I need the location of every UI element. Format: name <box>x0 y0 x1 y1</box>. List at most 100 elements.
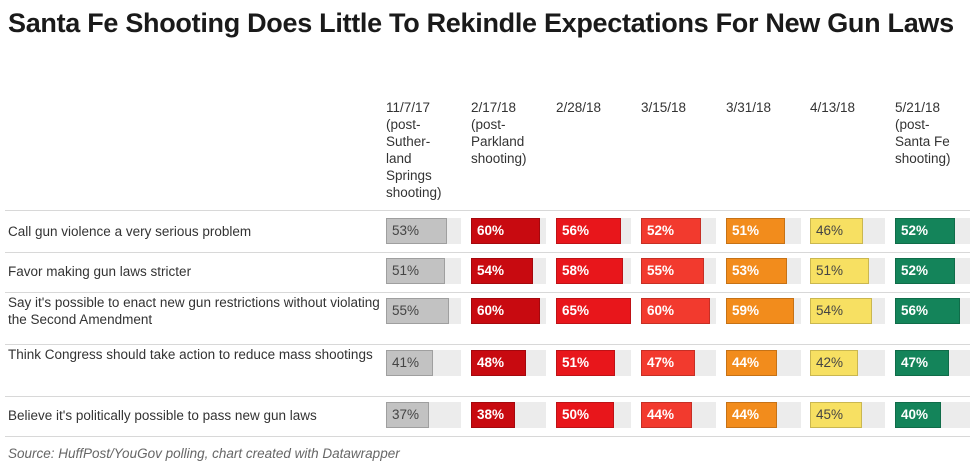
value-bar <box>726 218 785 244</box>
cell-track: 52% <box>895 258 970 284</box>
value-bar <box>810 402 862 428</box>
row-divider <box>5 344 970 345</box>
value-bar <box>471 350 526 376</box>
column-header: 2/17/18 (post- Parkland shooting) <box>471 100 527 166</box>
cell-track: 52% <box>895 218 970 244</box>
cell-track: 59% <box>726 298 801 324</box>
cell-track: 58% <box>556 258 631 284</box>
row-divider <box>5 396 970 397</box>
cell-track: 42% <box>810 350 885 376</box>
chart-title: Santa Fe Shooting Does Little To Rekindl… <box>8 8 954 38</box>
cell-track: 44% <box>726 350 801 376</box>
value-bar <box>895 350 949 376</box>
value-label: 60% <box>477 303 505 318</box>
cell-track: 47% <box>641 350 716 376</box>
cell-track: 51% <box>810 258 885 284</box>
value-bar <box>895 298 960 324</box>
value-label: 55% <box>647 263 675 278</box>
value-label: 54% <box>477 263 505 278</box>
value-label: 52% <box>901 263 929 278</box>
value-label: 41% <box>392 355 420 370</box>
cell-track: 41% <box>386 350 461 376</box>
value-label: 52% <box>647 223 675 238</box>
value-label: 50% <box>562 407 590 422</box>
value-label: 46% <box>816 223 844 238</box>
value-bar <box>386 298 449 324</box>
value-bar <box>895 218 955 244</box>
cell-track: 44% <box>641 402 716 428</box>
value-label: 44% <box>647 407 675 422</box>
cell-track: 51% <box>726 218 801 244</box>
cell-track: 52% <box>641 218 716 244</box>
cell-track: 48% <box>471 350 546 376</box>
value-bar <box>471 298 540 324</box>
value-bar <box>556 258 623 284</box>
value-bar <box>471 258 533 284</box>
cell-track: 40% <box>895 402 970 428</box>
cell-track: 60% <box>471 298 546 324</box>
value-label: 51% <box>816 263 844 278</box>
value-bar <box>386 402 429 428</box>
value-label: 51% <box>562 355 590 370</box>
cell-track: 60% <box>641 298 716 324</box>
column-header: 4/13/18 <box>810 100 856 115</box>
column-header: 3/15/18 <box>641 100 687 115</box>
value-label: 58% <box>562 263 590 278</box>
value-label: 59% <box>732 303 760 318</box>
value-bar <box>556 218 621 244</box>
value-bar <box>895 258 955 284</box>
source-note: Source: HuffPost/YouGov polling, chart c… <box>8 446 400 461</box>
column-header: 3/31/18 <box>726 100 772 115</box>
value-bar <box>810 350 858 376</box>
cell-track: 51% <box>556 350 631 376</box>
row-label: Say it's possible to enact new gun restr… <box>8 295 380 327</box>
value-bar <box>641 258 704 284</box>
cell-track: 60% <box>471 218 546 244</box>
value-bar <box>641 218 701 244</box>
cell-track: 45% <box>810 402 885 428</box>
value-bar <box>471 218 540 244</box>
value-bar <box>641 402 692 428</box>
cell-track: 46% <box>810 218 885 244</box>
cell-track: 53% <box>386 218 461 244</box>
cell-track: 65% <box>556 298 631 324</box>
cell-track: 51% <box>386 258 461 284</box>
cell-track: 44% <box>726 402 801 428</box>
value-label: 37% <box>392 407 420 422</box>
cell-track: 50% <box>556 402 631 428</box>
value-label: 51% <box>392 263 420 278</box>
value-label: 47% <box>901 355 929 370</box>
value-label: 60% <box>647 303 675 318</box>
value-bar <box>556 298 631 324</box>
value-label: 48% <box>477 355 505 370</box>
value-bar <box>726 258 787 284</box>
row-label: Think Congress should take action to red… <box>8 347 373 362</box>
cell-track: 47% <box>895 350 970 376</box>
row-label: Believe it's politically possible to pas… <box>8 407 317 423</box>
cell-track: 55% <box>641 258 716 284</box>
value-bar <box>810 298 872 324</box>
value-label: 53% <box>392 223 420 238</box>
column-header: 11/7/17 (post- Suther- land Springs shoo… <box>386 100 442 200</box>
value-label: 42% <box>816 355 844 370</box>
value-label: 44% <box>732 407 760 422</box>
row-label: Favor making gun laws stricter <box>8 263 192 279</box>
cell-track: 56% <box>895 298 970 324</box>
value-bar <box>726 402 777 428</box>
value-bar <box>471 402 515 428</box>
value-label: 40% <box>901 407 929 422</box>
value-bar <box>641 350 695 376</box>
column-header: 2/28/18 <box>556 100 602 115</box>
value-label: 54% <box>816 303 844 318</box>
cell-track: 56% <box>556 218 631 244</box>
value-label: 56% <box>562 223 590 238</box>
row-divider <box>5 252 970 253</box>
value-label: 53% <box>732 263 760 278</box>
value-bar <box>895 402 941 428</box>
cell-track: 53% <box>726 258 801 284</box>
cell-track: 54% <box>810 298 885 324</box>
column-header: 5/21/18 (post- Santa Fe shooting) <box>895 100 951 166</box>
row-label: Call gun violence a very serious problem <box>8 223 252 239</box>
value-bar <box>556 350 615 376</box>
value-bar <box>810 258 869 284</box>
